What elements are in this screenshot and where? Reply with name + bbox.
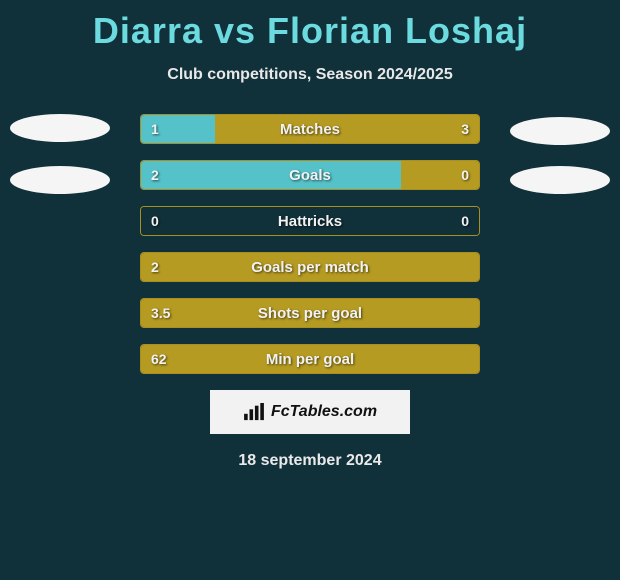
- bar-segment-left: [141, 161, 401, 189]
- bar-track: [141, 345, 479, 373]
- bar-segment-left: [141, 253, 479, 281]
- bar-segment-right: [401, 161, 479, 189]
- player2-name: Florian Loshaj: [267, 10, 527, 51]
- brand-badge: FcTables.com: [210, 390, 410, 434]
- comparison-chart: Matches13 Goals20 Hattricks00 Goals per mat…: [0, 114, 620, 374]
- player2-oval-bottom: [510, 166, 610, 194]
- stat-row: Matches13: [140, 114, 480, 144]
- stat-row: Shots per goal3.5: [140, 298, 480, 328]
- bar-track: [141, 161, 479, 189]
- bar-segment-left: [141, 115, 215, 143]
- brand-text: FcTables.com: [271, 403, 377, 421]
- bar-track: [141, 299, 479, 327]
- stat-row: Min per goal62: [140, 344, 480, 374]
- comparison-title: Diarra vs Florian Loshaj: [0, 0, 620, 52]
- stat-row: Hattricks00: [140, 206, 480, 236]
- stat-row: Goals per match2: [140, 252, 480, 282]
- player1-oval-bottom: [10, 166, 110, 194]
- player1-name: Diarra: [93, 10, 203, 51]
- bar-segment-right: [215, 115, 479, 143]
- bar-track: [141, 207, 479, 235]
- bar-track: [141, 253, 479, 281]
- bar-track: [141, 115, 479, 143]
- player1-oval-top: [10, 114, 110, 142]
- bar-segment-left: [141, 345, 479, 373]
- bar-segment-left: [141, 299, 479, 327]
- vs-separator: vs: [214, 10, 256, 51]
- date-text: 18 september 2024: [0, 452, 620, 470]
- subtitle: Club competitions, Season 2024/2025: [0, 66, 620, 84]
- stat-bars: Matches13 Goals20 Hattricks00 Goals per mat…: [140, 114, 480, 374]
- bars-icon: [243, 403, 265, 421]
- player2-oval-top: [510, 117, 610, 145]
- stat-row: Goals20: [140, 160, 480, 190]
- bar-segment-right: [141, 207, 479, 235]
